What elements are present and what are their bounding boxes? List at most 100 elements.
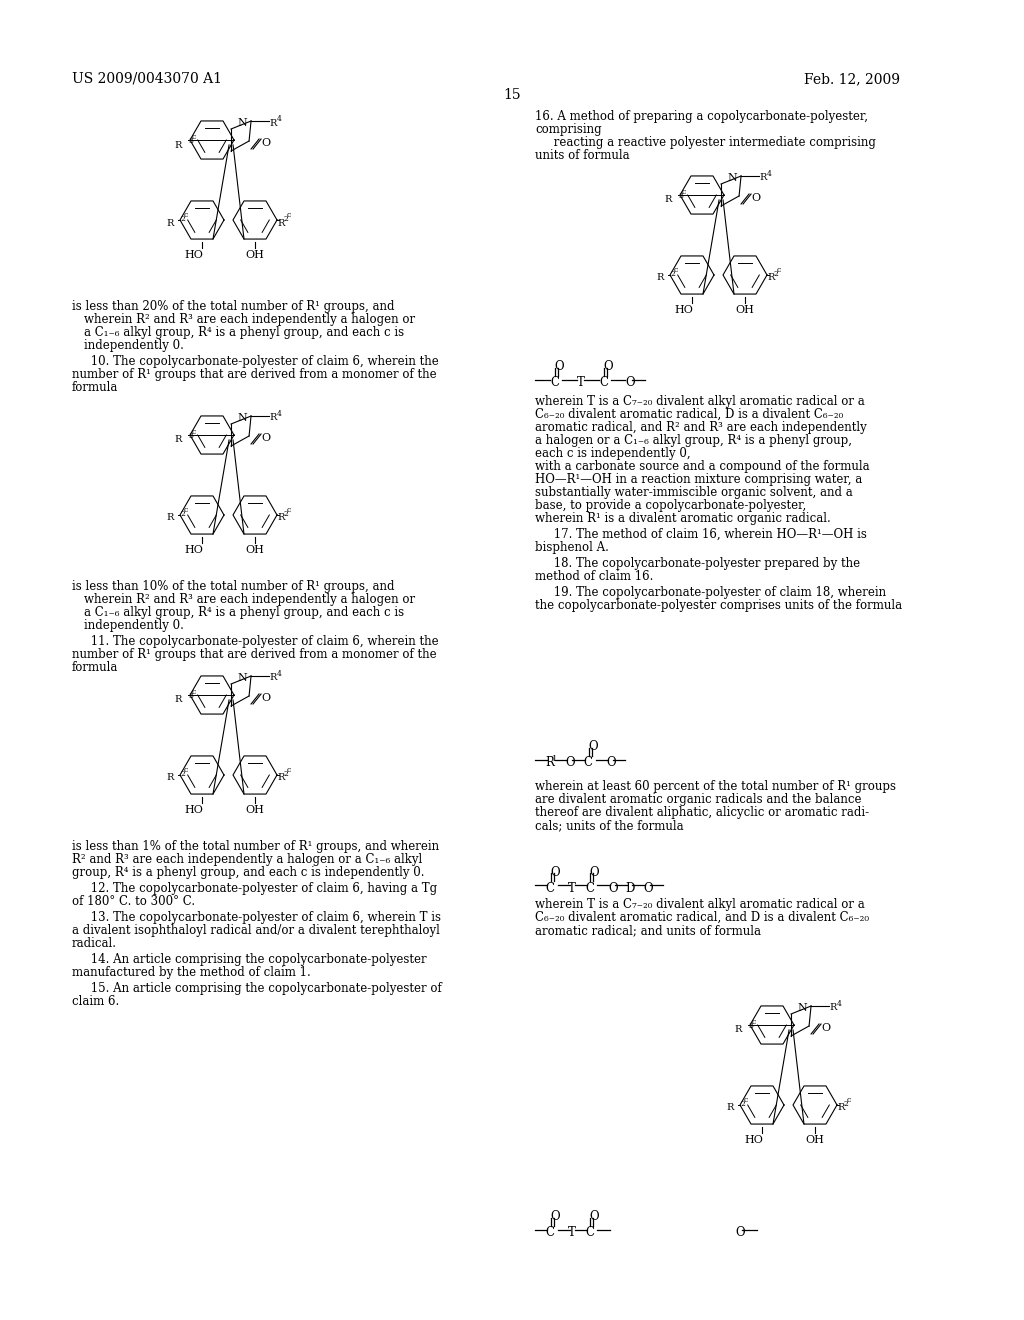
Text: R: R bbox=[734, 1026, 742, 1035]
Text: 1: 1 bbox=[552, 755, 557, 763]
Text: C₆₋₂₀ divalent aromatic radical, and D is a divalent C₆₋₂₀: C₆₋₂₀ divalent aromatic radical, and D i… bbox=[535, 911, 869, 924]
Text: O: O bbox=[261, 139, 270, 148]
Text: N: N bbox=[798, 1003, 807, 1012]
Text: 4: 4 bbox=[837, 1001, 842, 1008]
Text: c: c bbox=[682, 187, 686, 195]
Text: R: R bbox=[545, 756, 554, 770]
Text: group, R⁴ is a phenyl group, and each c is independently 0.: group, R⁴ is a phenyl group, and each c … bbox=[72, 866, 425, 879]
Text: O: O bbox=[550, 1210, 560, 1224]
Text: O: O bbox=[643, 882, 652, 895]
Text: OH: OH bbox=[246, 545, 264, 554]
Text: 18. The copolycarbonate-polyester prepared by the: 18. The copolycarbonate-polyester prepar… bbox=[535, 557, 860, 570]
Text: aromatic radical, and R² and R³ are each independently: aromatic radical, and R² and R³ are each… bbox=[535, 421, 866, 434]
Text: C: C bbox=[585, 882, 594, 895]
Text: c: c bbox=[287, 211, 291, 219]
Text: R: R bbox=[665, 195, 672, 205]
Text: R: R bbox=[829, 1003, 837, 1012]
Text: O: O bbox=[589, 1210, 599, 1224]
Text: 14. An article comprising the copolycarbonate-polyester: 14. An article comprising the copolycarb… bbox=[72, 953, 427, 966]
Text: a halogen or a C₁₋₆ alkyl group, R⁴ is a phenyl group,: a halogen or a C₁₋₆ alkyl group, R⁴ is a… bbox=[535, 434, 852, 447]
Text: the copolycarbonate-polyester comprises units of the formula: the copolycarbonate-polyester comprises … bbox=[535, 599, 902, 612]
Text: OH: OH bbox=[806, 1135, 824, 1144]
Text: 12. The copolycarbonate-polyester of claim 6, having a Tg: 12. The copolycarbonate-polyester of cla… bbox=[72, 882, 437, 895]
Text: C: C bbox=[599, 376, 608, 389]
Text: C: C bbox=[545, 1226, 554, 1239]
Text: O: O bbox=[751, 193, 760, 203]
Text: C₆₋₂₀ divalent aromatic radical, D is a divalent C₆₋₂₀: C₆₋₂₀ divalent aromatic radical, D is a … bbox=[535, 408, 843, 421]
Text: T: T bbox=[568, 882, 575, 895]
Text: c: c bbox=[193, 133, 197, 141]
Text: OH: OH bbox=[735, 305, 755, 315]
Text: a C₁₋₆ alkyl group, R⁴ is a phenyl group, and each c is: a C₁₋₆ alkyl group, R⁴ is a phenyl group… bbox=[84, 606, 404, 619]
Text: thereof are divalent aliphatic, alicyclic or aromatic radi-: thereof are divalent aliphatic, alicycli… bbox=[535, 807, 869, 818]
Text: R: R bbox=[167, 774, 174, 783]
Text: O: O bbox=[608, 882, 617, 895]
Text: N: N bbox=[238, 413, 247, 422]
Text: wherein R² and R³ are each independently a halogen or: wherein R² and R³ are each independently… bbox=[84, 313, 415, 326]
Text: O: O bbox=[261, 433, 270, 444]
Text: C: C bbox=[550, 376, 559, 389]
Text: O: O bbox=[565, 756, 574, 770]
Text: R: R bbox=[167, 219, 174, 227]
Text: c: c bbox=[847, 1096, 851, 1104]
Text: c: c bbox=[193, 688, 197, 696]
Text: 2: 2 bbox=[843, 1100, 848, 1107]
Text: O: O bbox=[550, 866, 560, 879]
Text: OH: OH bbox=[246, 805, 264, 814]
Text: formula: formula bbox=[72, 381, 119, 393]
Text: c: c bbox=[287, 766, 291, 774]
Text: 4: 4 bbox=[278, 115, 282, 123]
Text: 2: 2 bbox=[740, 1100, 744, 1107]
Text: R: R bbox=[278, 513, 285, 523]
Text: method of claim 16.: method of claim 16. bbox=[535, 570, 653, 583]
Text: a C₁₋₆ alkyl group, R⁴ is a phenyl group, and each c is: a C₁₋₆ alkyl group, R⁴ is a phenyl group… bbox=[84, 326, 404, 339]
Text: C: C bbox=[583, 756, 592, 770]
Text: c: c bbox=[777, 267, 781, 275]
Text: R: R bbox=[837, 1104, 845, 1113]
Text: independently 0.: independently 0. bbox=[84, 619, 184, 632]
Text: O: O bbox=[625, 376, 635, 389]
Text: C: C bbox=[585, 1226, 594, 1239]
Text: is less than 10% of the total number of R¹ groups, and: is less than 10% of the total number of … bbox=[72, 579, 394, 593]
Text: OH: OH bbox=[246, 249, 264, 260]
Text: O: O bbox=[821, 1023, 830, 1034]
Text: c: c bbox=[184, 211, 188, 219]
Text: is less than 1% of the total number of R¹ groups, and wherein: is less than 1% of the total number of R… bbox=[72, 840, 439, 853]
Text: O: O bbox=[554, 360, 563, 374]
Text: HO—R¹—OH in a reaction mixture comprising water, a: HO—R¹—OH in a reaction mixture comprisin… bbox=[535, 473, 862, 486]
Text: wherein R² and R³ are each independently a halogen or: wherein R² and R³ are each independently… bbox=[84, 593, 415, 606]
Text: 3: 3 bbox=[188, 692, 193, 700]
Text: 11. The copolycarbonate-polyester of claim 6, wherein the: 11. The copolycarbonate-polyester of cla… bbox=[72, 635, 438, 648]
Text: independently 0.: independently 0. bbox=[84, 339, 184, 352]
Text: is less than 20% of the total number of R¹ groups, and: is less than 20% of the total number of … bbox=[72, 300, 394, 313]
Text: bisphenol A.: bisphenol A. bbox=[535, 541, 609, 554]
Text: radical.: radical. bbox=[72, 937, 117, 950]
Text: O: O bbox=[603, 360, 612, 374]
Text: 2: 2 bbox=[180, 215, 185, 223]
Text: R: R bbox=[269, 119, 276, 128]
Text: 2: 2 bbox=[180, 770, 185, 777]
Text: with a carbonate source and a compound of the formula: with a carbonate source and a compound o… bbox=[535, 459, 869, 473]
Text: O: O bbox=[261, 693, 270, 704]
Text: units of formula: units of formula bbox=[535, 149, 630, 162]
Text: R: R bbox=[767, 273, 774, 282]
Text: 16. A method of preparing a copolycarbonate-polyester,: 16. A method of preparing a copolycarbon… bbox=[535, 110, 868, 123]
Text: wherein at least 60 percent of the total number of R¹ groups: wherein at least 60 percent of the total… bbox=[535, 780, 896, 793]
Text: O: O bbox=[588, 741, 598, 754]
Text: each c is independently 0,: each c is independently 0, bbox=[535, 447, 690, 459]
Text: 15. An article comprising the copolycarbonate-polyester of: 15. An article comprising the copolycarb… bbox=[72, 982, 441, 995]
Text: 19. The copolycarbonate-polyester of claim 18, wherein: 19. The copolycarbonate-polyester of cla… bbox=[535, 586, 886, 599]
Text: c: c bbox=[184, 766, 188, 774]
Text: 2: 2 bbox=[283, 770, 288, 777]
Text: 2: 2 bbox=[283, 215, 288, 223]
Text: 2: 2 bbox=[180, 510, 185, 517]
Text: C: C bbox=[545, 882, 554, 895]
Text: R: R bbox=[175, 696, 182, 705]
Text: c: c bbox=[752, 1018, 757, 1026]
Text: HO: HO bbox=[184, 545, 204, 554]
Text: 2: 2 bbox=[283, 510, 288, 517]
Text: D: D bbox=[625, 882, 635, 895]
Text: R² and R³ are each independently a halogen or a C₁₋₆ alkyl: R² and R³ are each independently a halog… bbox=[72, 853, 422, 866]
Text: HO: HO bbox=[184, 805, 204, 814]
Text: O: O bbox=[589, 866, 599, 879]
